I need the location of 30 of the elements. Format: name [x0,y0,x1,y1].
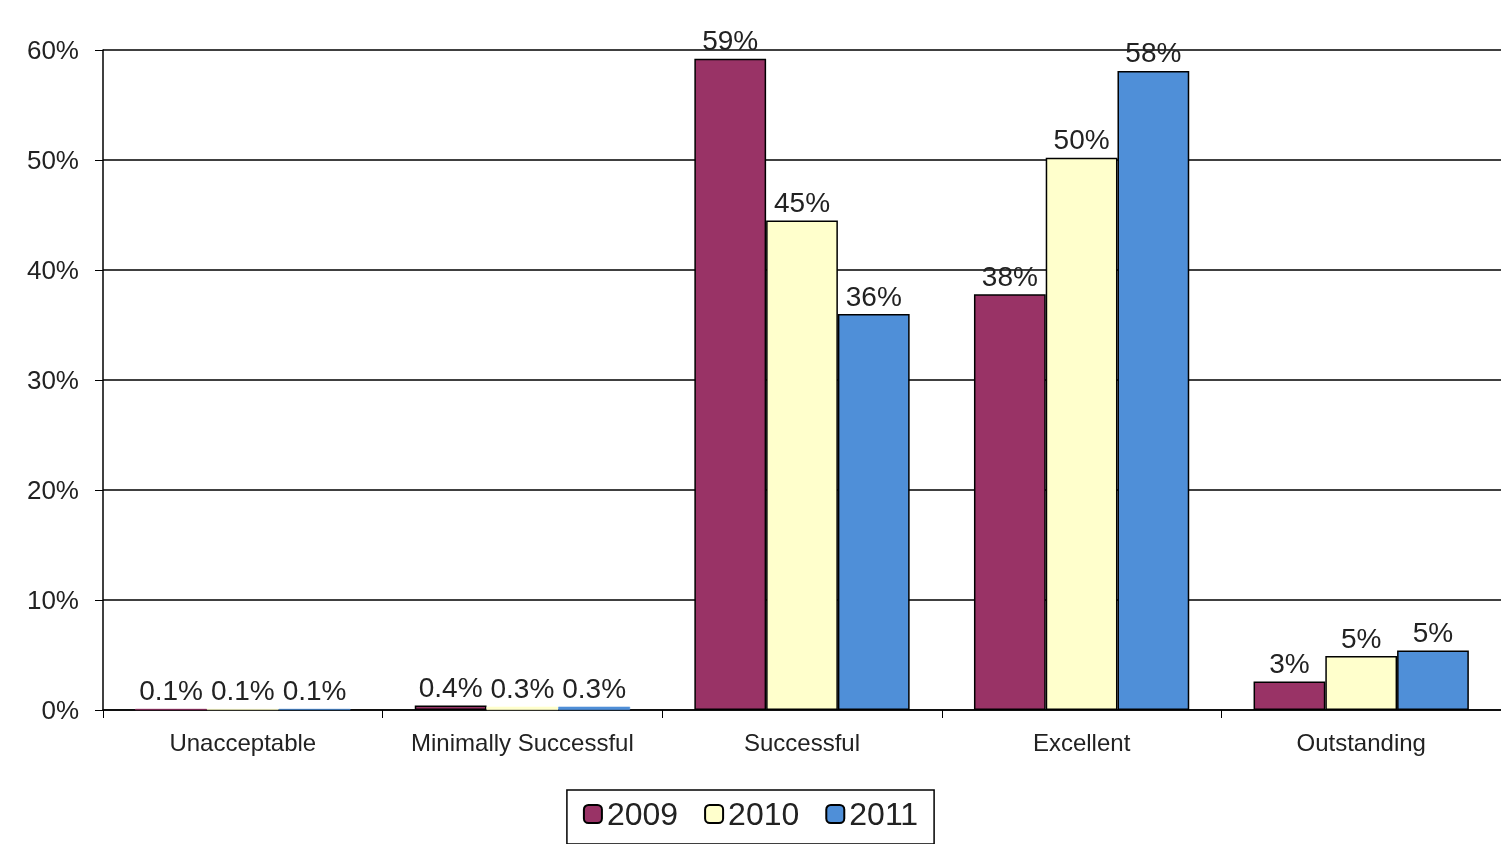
x-tick-label: Minimally Successful [411,728,634,756]
y-tick-label: 0% [41,695,79,725]
y-tick-label: 20% [26,475,79,505]
x-tick-label: Outstanding [1296,728,1426,756]
legend-label: 2009 [606,796,679,832]
data-label: 0.3% [490,673,555,705]
data-label: 0.1% [139,675,203,707]
y-tick-label: 40% [26,255,79,285]
data-label: 0.3% [562,673,627,705]
x-tick-label: Unacceptable [169,728,317,756]
legend-label: 2011 [849,796,919,832]
data-label: 50% [1053,124,1110,156]
legend-label: 2010 [728,796,800,832]
y-tick-label: 10% [26,585,79,615]
data-label: 45% [773,187,831,218]
data-label: 0.1% [210,675,275,707]
y-tick-label: 30% [26,365,79,395]
data-label: 36% [845,280,902,312]
bar [486,706,559,710]
data-label: 0.1% [282,675,347,707]
data-label: 3% [1269,647,1310,679]
data-label: 59% [702,25,759,57]
data-label: 5% [1412,617,1454,649]
data-label: 0.4% [418,672,483,704]
y-tick-label: 50% [26,145,79,175]
bar [558,706,631,710]
x-tick-label: Excellent [1032,728,1131,756]
x-tick-label: Successful [743,728,861,756]
data-label: 5% [1340,622,1382,654]
y-tick-label: 60% [26,35,79,65]
